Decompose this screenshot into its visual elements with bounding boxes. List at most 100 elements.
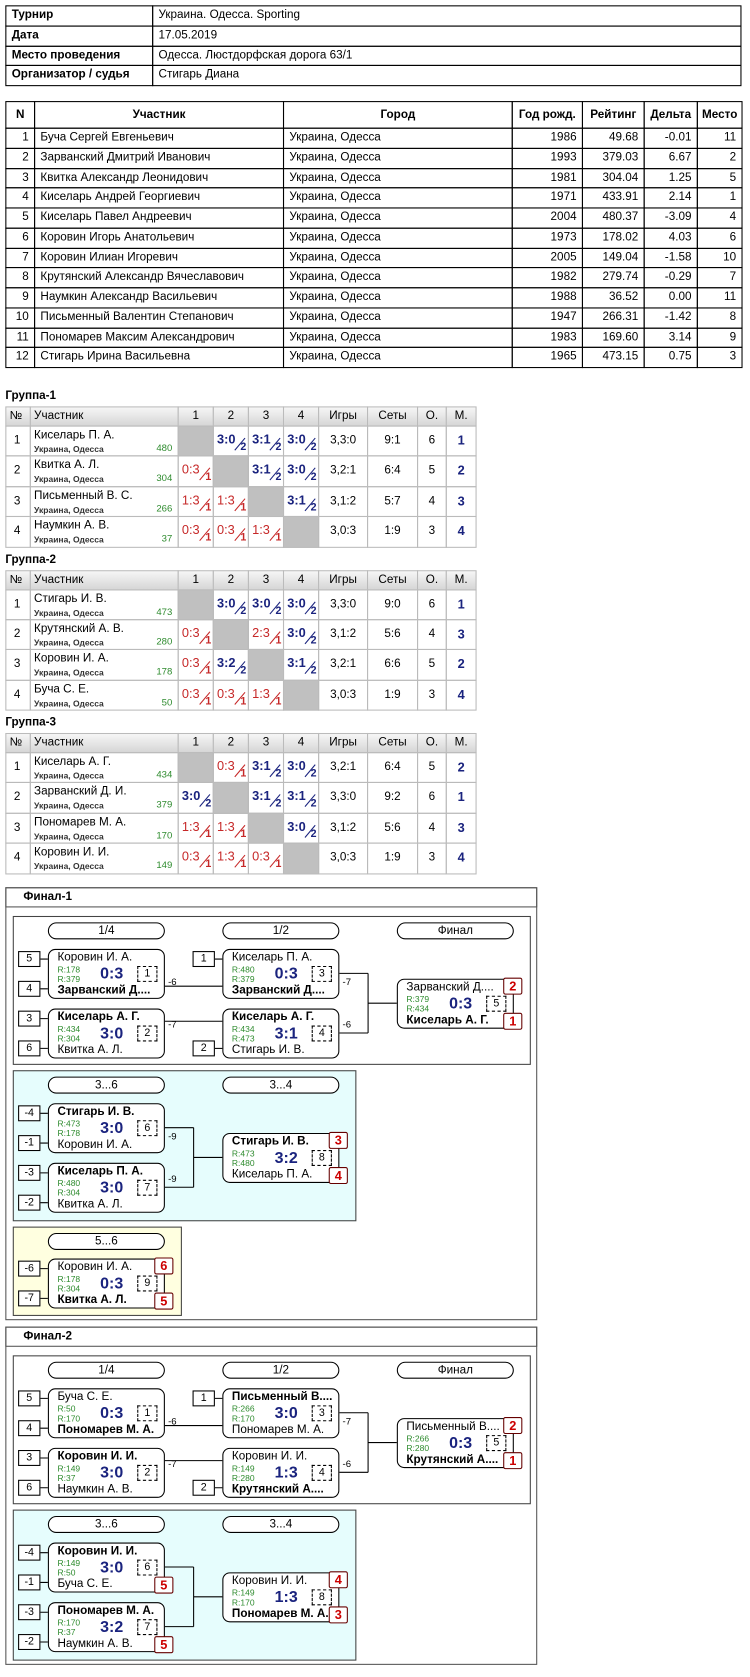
- score: 3:0: [287, 462, 306, 478]
- player-rating: R:149: [57, 1558, 81, 1569]
- match-box: [47, 1388, 165, 1439]
- group-header: О.: [417, 732, 447, 754]
- score-cell: 0:3 1: [177, 649, 214, 681]
- participant-cell: Квитка А. Л. Украина, Одесса 304: [29, 455, 179, 488]
- player-rating: R:480: [231, 964, 255, 975]
- player-name: Киселарь А. Г.: [57, 1010, 140, 1024]
- player-name: Коровин И. И.: [57, 1544, 138, 1558]
- score-cell: 3:1 2: [282, 782, 320, 814]
- player-rating: R:379: [231, 974, 255, 985]
- round-label: 3...4: [222, 1076, 340, 1094]
- match-box: [222, 1132, 340, 1183]
- table-header: Город: [282, 101, 513, 129]
- seed-box: -4: [18, 1544, 41, 1561]
- player-rating: R:304: [57, 1284, 81, 1294]
- score: 1:3: [217, 492, 235, 508]
- group-place: 3: [445, 812, 477, 844]
- player-name: Наумкин А. В.: [57, 1637, 133, 1651]
- score: 1:3: [181, 818, 200, 834]
- table-cell: 11: [696, 127, 743, 149]
- score-cell: 0:3 1: [212, 516, 249, 548]
- table-cell: -0.29: [643, 267, 698, 289]
- match-points: 1: [275, 532, 282, 544]
- loser-to: -7: [168, 1458, 177, 1470]
- group-header: 1: [177, 569, 214, 590]
- row-number: 2: [5, 455, 31, 488]
- participant-name: Киселарь А. Г.: [34, 755, 112, 769]
- player-rating: R:280: [231, 1473, 255, 1483]
- group-header: М.: [445, 406, 477, 427]
- row-number: 4: [5, 679, 31, 711]
- table-cell: Киселарь Андрей Георгиевич: [34, 187, 285, 209]
- seed-box: 3: [18, 1010, 41, 1027]
- match-box: [222, 1572, 340, 1623]
- group-header: М.: [445, 569, 477, 590]
- table-cell: Письменный Валентин Степанович: [34, 307, 285, 329]
- place-box: 1: [503, 1452, 523, 1470]
- score: 3:1: [287, 788, 306, 804]
- table-cell: 178.02: [581, 227, 645, 249]
- group-place: 4: [445, 516, 477, 548]
- table-cell: 433.91: [581, 187, 645, 209]
- player-rating: R:170: [57, 1413, 81, 1424]
- place-box: 3: [328, 1606, 348, 1624]
- participant-name: Коровин И. И.: [34, 845, 110, 859]
- table-header: Место: [696, 101, 743, 129]
- participant-city: Украина, Одесса: [34, 607, 104, 618]
- table-cell: 3: [696, 347, 743, 369]
- seed-box: 6: [18, 1479, 41, 1496]
- match-points: 1: [205, 695, 212, 708]
- score: 3:0: [217, 595, 236, 611]
- group-games: 3,1:2: [318, 619, 369, 651]
- round-label: Финал: [396, 1361, 514, 1379]
- table-cell: Украина, Одесса: [282, 247, 513, 269]
- participant-city: Украина, Одесса: [34, 668, 104, 678]
- seed-box: -4: [18, 1105, 41, 1122]
- participant-rating: 50: [161, 696, 173, 708]
- score-cell: 3:0 2: [212, 588, 249, 621]
- match-points: 1: [240, 532, 247, 544]
- match-points: 1: [205, 858, 212, 871]
- match-points: 1: [240, 828, 247, 841]
- group-header: Участник: [29, 406, 179, 427]
- player-rating: R:50: [57, 1404, 76, 1414]
- match-number: 2: [137, 1025, 158, 1042]
- row-number: 4: [5, 842, 31, 875]
- score: 3:1: [287, 655, 306, 671]
- participant-city: Украина, Одесса: [34, 474, 104, 485]
- table-cell: 379.03: [581, 147, 645, 169]
- player-name: Зарванский Д....: [231, 984, 325, 997]
- score: 0:3: [181, 522, 200, 538]
- table-cell: 473.15: [581, 347, 645, 369]
- table-cell: 9: [696, 327, 743, 349]
- score: 3:0: [287, 818, 306, 834]
- group-points: 4: [417, 619, 447, 651]
- score-cell: 3:1 2: [282, 649, 320, 681]
- group-header: 3: [247, 406, 285, 427]
- seed-box: 4: [18, 980, 41, 997]
- table-cell: Украина, Одесса: [282, 187, 513, 209]
- group-points: 5: [417, 649, 447, 681]
- row-number: 3: [5, 812, 31, 844]
- table-cell: 5: [5, 207, 36, 229]
- match-points: 2: [275, 441, 282, 454]
- group-points: 6: [417, 425, 447, 457]
- group-games: 3,3:0: [318, 588, 369, 621]
- table-cell: Крутянский Александр Вячеславович: [34, 267, 285, 289]
- score-cell: 0:3 1: [177, 679, 214, 711]
- table-cell: 1983: [511, 327, 583, 349]
- group-sets: 6:4: [367, 455, 419, 488]
- table-cell: Украина, Одесса: [282, 307, 513, 329]
- group-points: 3: [417, 842, 447, 875]
- match-points: 2: [275, 604, 282, 617]
- match-number: 5: [486, 995, 507, 1012]
- match-score: 3:0: [100, 1558, 124, 1577]
- table-cell: 49.68: [581, 127, 645, 149]
- participant-cell: Киселарь П. А. Украина, Одесса 480: [29, 425, 179, 457]
- match-box: [222, 1388, 340, 1439]
- table-cell: 0.00: [643, 287, 698, 309]
- score-cell: 3:0 2: [247, 588, 285, 621]
- group-games: 3,2:1: [318, 649, 369, 681]
- group-header: 4: [282, 406, 320, 427]
- row-number: 3: [5, 485, 31, 518]
